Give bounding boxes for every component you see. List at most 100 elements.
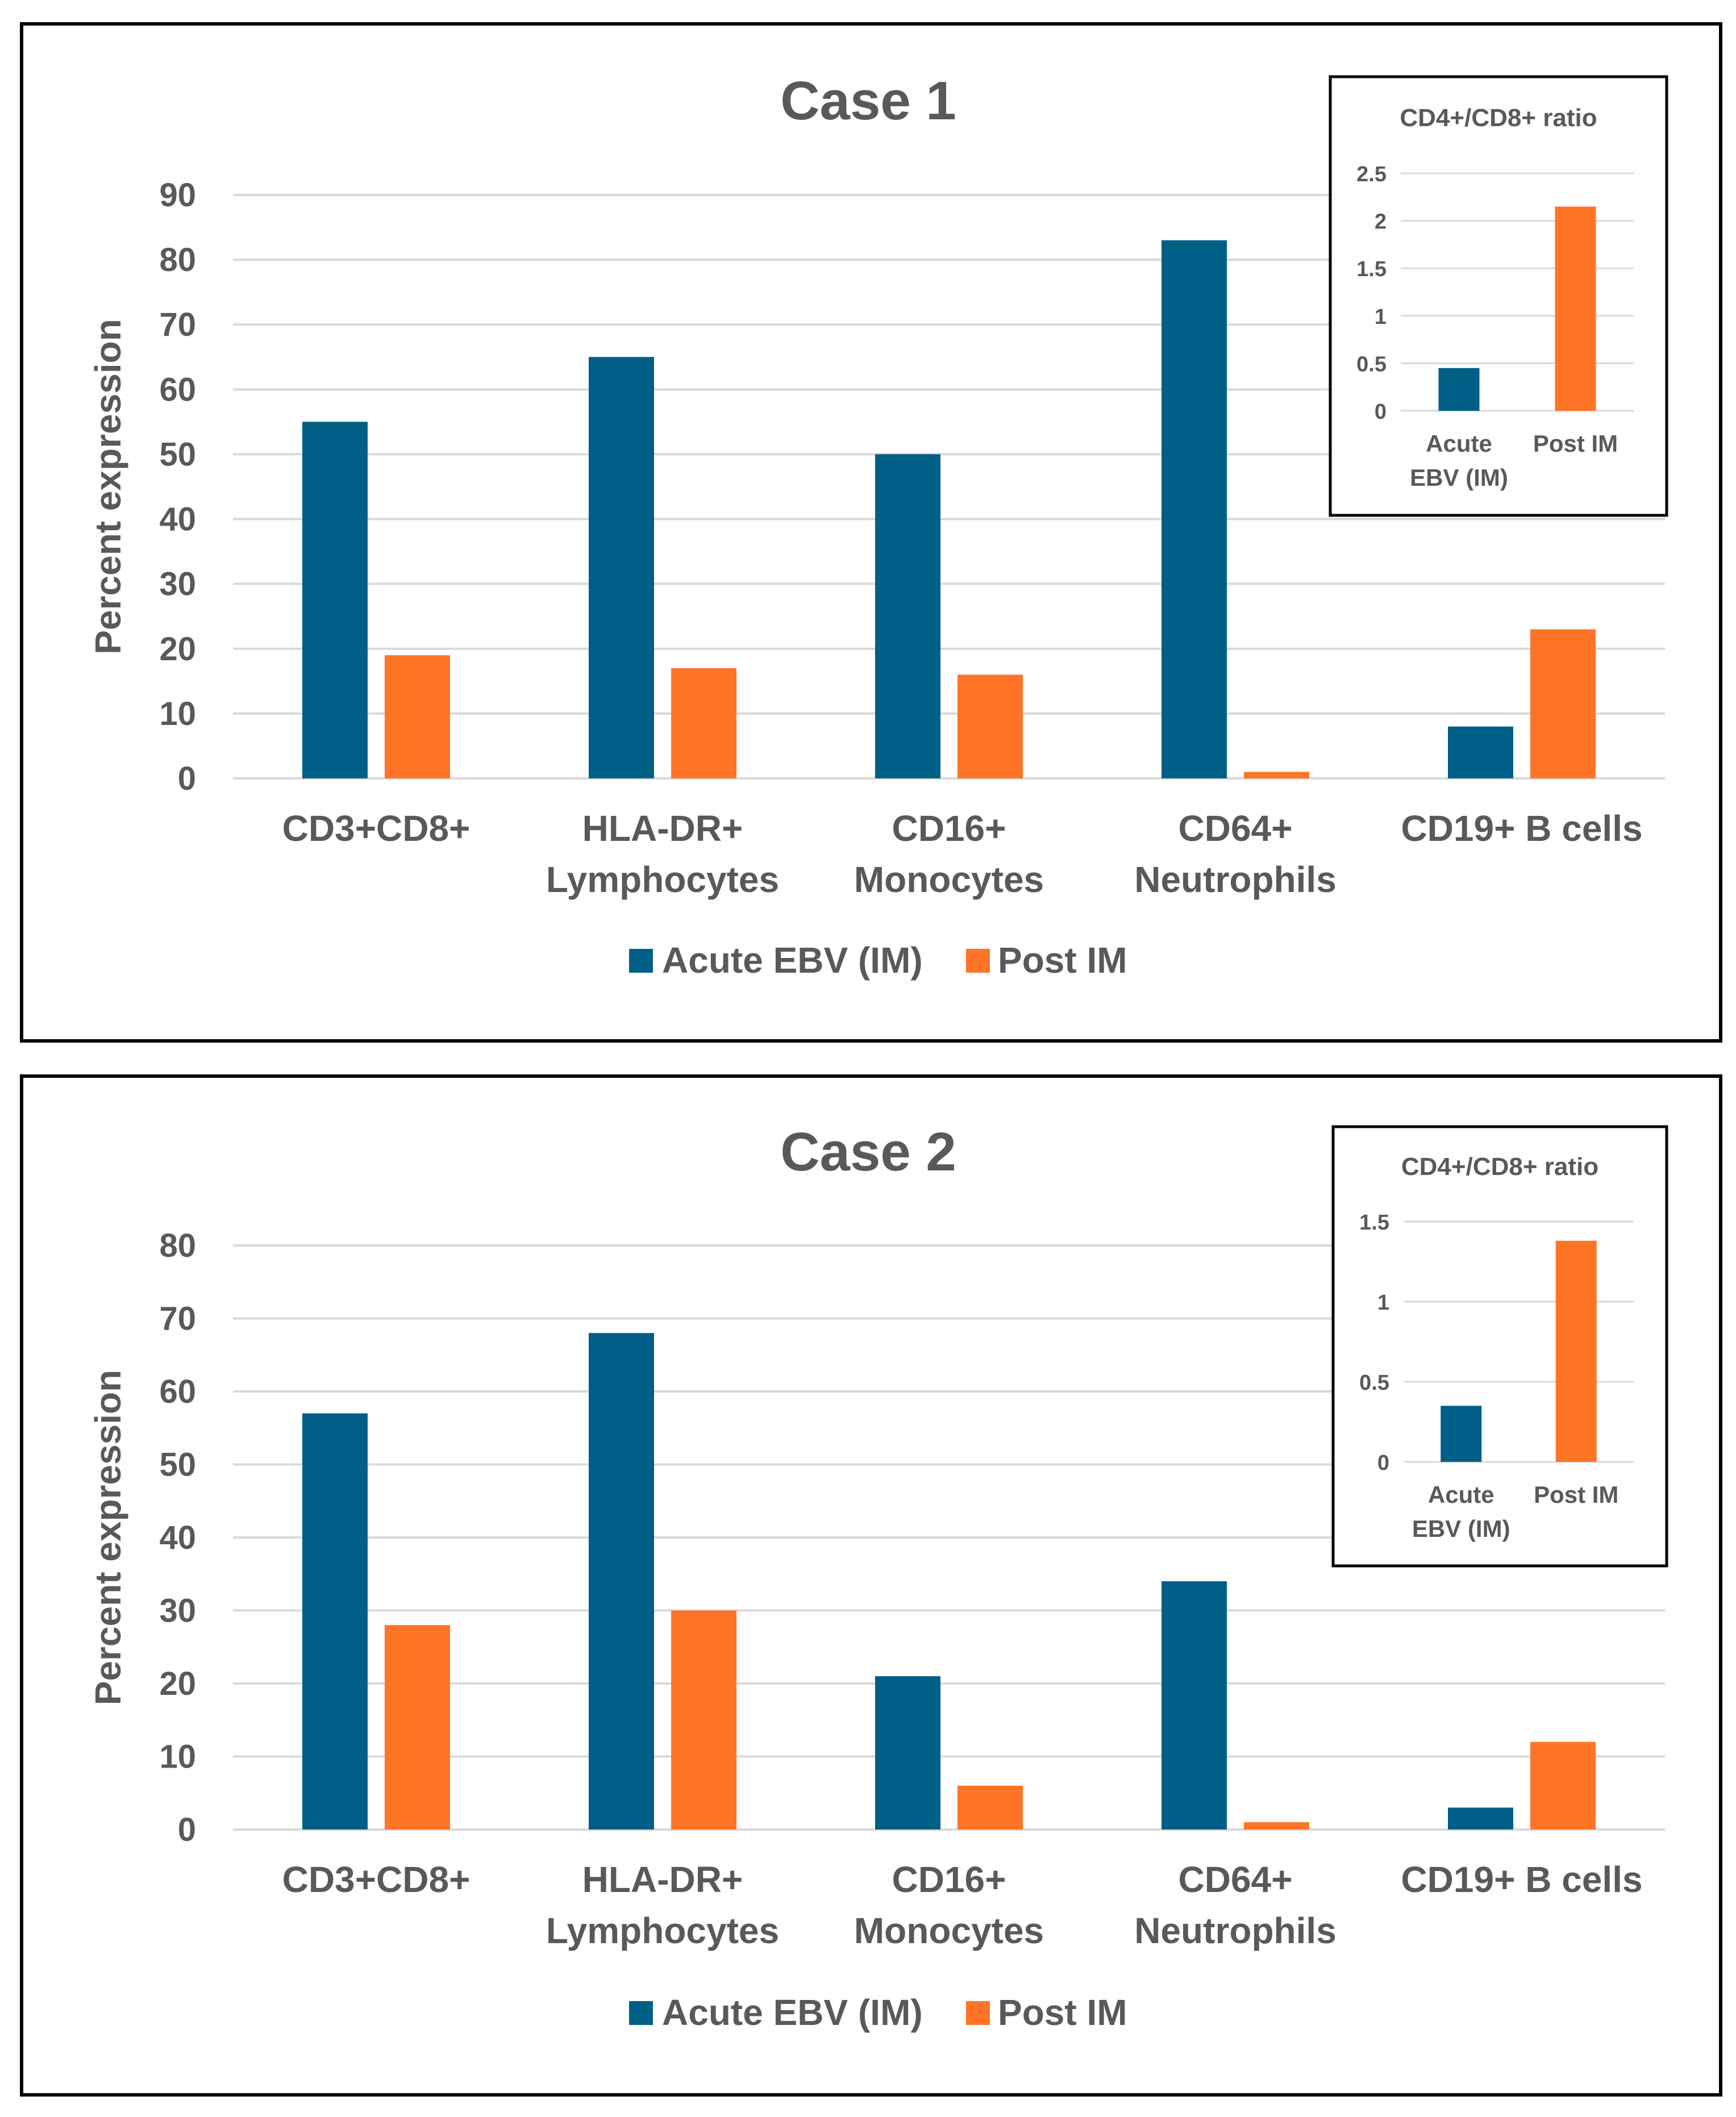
inset-category-label: Acute: [1426, 430, 1492, 457]
chart-title: Case 2: [780, 1122, 956, 1182]
category-label: CD64+: [1179, 808, 1293, 849]
y-tick-label: 40: [159, 501, 196, 538]
inset-frame: [1329, 75, 1668, 517]
bar-acute-3: [875, 1676, 940, 1830]
bar-acute-5: [1448, 726, 1513, 778]
category-label: HLA-DR+: [582, 808, 743, 849]
y-tick-label: 60: [159, 1373, 196, 1410]
chart-frame: [20, 1074, 1722, 2097]
y-tick-label: 80: [159, 1227, 196, 1264]
inset-y-tick-label: 0.5: [1359, 1371, 1389, 1395]
legend-swatch-acute: [629, 949, 653, 973]
bar-post-1: [385, 655, 450, 778]
category-label: CD3+CD8+: [282, 1859, 471, 1900]
category-label: CD19+ B cells: [1401, 1859, 1642, 1900]
category-label: CD19+ B cells: [1401, 808, 1642, 849]
chart-title: Case 1: [780, 70, 956, 131]
bar-acute-1: [302, 1413, 368, 1830]
y-tick-label: 30: [159, 566, 196, 603]
inset-title: CD4+/CD8+ ratio: [1401, 1153, 1598, 1181]
inset-y-tick-label: 1: [1377, 1291, 1389, 1315]
inset-y-tick-label: 0: [1377, 1451, 1389, 1475]
chart-frame: [20, 22, 1722, 1043]
inset-y-tick-label: 2: [1375, 210, 1387, 234]
bar-post-2: [671, 1610, 736, 1830]
legend-swatch-post: [966, 949, 990, 973]
bar-acute-5: [1448, 1807, 1513, 1830]
inset-bar-post: [1555, 206, 1596, 411]
category-label: CD3+CD8+: [282, 808, 471, 849]
inset-category-label: Post IM: [1534, 1481, 1618, 1508]
inset-y-tick-label: 0: [1375, 400, 1387, 424]
y-axis-label: Percent expression: [88, 1370, 128, 1706]
y-tick-label: 30: [159, 1593, 196, 1630]
legend-swatch-post: [966, 2001, 990, 2025]
y-tick-label: 70: [159, 306, 196, 343]
legend-label-acute: Acute EBV (IM): [662, 1992, 923, 2033]
inset-category-label: EBV (IM): [1410, 464, 1508, 491]
category-label: Monocytes: [854, 859, 1044, 900]
legend-label-post: Post IM: [998, 940, 1127, 981]
y-tick-label: 20: [159, 631, 196, 668]
bar-acute-4: [1162, 240, 1227, 778]
inset-y-tick-label: 1.5: [1356, 257, 1387, 281]
y-axis-label: Percent expression: [88, 319, 128, 655]
category-label: CD16+: [892, 1859, 1006, 1900]
legend-label-acute: Acute EBV (IM): [662, 940, 923, 981]
legend: Acute EBV (IM) Post IM: [629, 1992, 1127, 2033]
bar-post-5: [1530, 629, 1596, 778]
category-label: CD64+: [1179, 1859, 1293, 1900]
bar-acute-4: [1162, 1581, 1227, 1830]
y-tick-label: 0: [178, 760, 196, 797]
y-tick-label: 60: [159, 371, 196, 408]
inset-y-tick-label: 1: [1375, 305, 1387, 329]
y-tick-label: 70: [159, 1301, 196, 1337]
bar-acute-2: [589, 357, 654, 778]
inset-bar-acute: [1441, 1406, 1482, 1462]
y-tick-label: 20: [159, 1665, 196, 1702]
inset-category-label: EBV (IM): [1412, 1515, 1510, 1542]
category-label: HLA-DR+: [582, 1859, 743, 1900]
bar-acute-3: [875, 454, 940, 778]
category-label: Lymphocytes: [546, 859, 779, 900]
legend-label-post: Post IM: [998, 1992, 1127, 2033]
bar-acute-1: [302, 422, 368, 778]
inset-chart: CD4+/CD8+ ratio 0 0.5 1 1.5 2 2.5 Acute EBV (IM)…: [1329, 75, 1668, 517]
category-label: CD16+: [892, 808, 1006, 849]
bar-post-3: [957, 1785, 1023, 1830]
bar-post-4: [1244, 1822, 1309, 1830]
y-tick-label: 10: [159, 1739, 196, 1776]
bar-post-4: [1244, 772, 1309, 778]
y-tick-label: 80: [159, 241, 196, 278]
inset-category-label: Post IM: [1533, 430, 1618, 457]
legend: Acute EBV (IM) Post IM: [629, 940, 1127, 981]
inset-y-tick-label: 0.5: [1356, 352, 1387, 376]
y-tick-label: 10: [159, 695, 196, 732]
bar-post-1: [385, 1625, 450, 1830]
category-label: Monocytes: [854, 1910, 1044, 1951]
y-tick-label: 0: [178, 1811, 196, 1848]
inset-category-label: Acute: [1428, 1481, 1494, 1508]
inset-frame: [1331, 1125, 1668, 1568]
bar-post-3: [957, 674, 1023, 778]
y-tick-label: 90: [159, 177, 196, 214]
y-tick-label: 50: [159, 436, 196, 473]
y-tick-label: 50: [159, 1447, 196, 1483]
bar-acute-2: [589, 1333, 654, 1830]
category-label: Neutrophils: [1134, 859, 1337, 900]
inset-bar-acute: [1438, 368, 1480, 411]
bar-post-2: [671, 668, 736, 778]
category-label: Neutrophils: [1134, 1910, 1337, 1951]
inset-chart: CD4+/CD8+ ratio 0 0.5 1 1.5 Acute EBV (IM) Post…: [1331, 1125, 1668, 1568]
inset-y-tick-label: 2.5: [1356, 162, 1387, 186]
y-tick-label: 40: [159, 1519, 196, 1556]
bar-post-5: [1530, 1741, 1596, 1830]
legend-swatch-acute: [629, 2001, 653, 2025]
inset-bar-post: [1555, 1240, 1597, 1462]
inset-y-tick-label: 1.5: [1359, 1211, 1389, 1235]
category-label: Lymphocytes: [546, 1910, 779, 1951]
inset-title: CD4+/CD8+ ratio: [1400, 104, 1597, 132]
